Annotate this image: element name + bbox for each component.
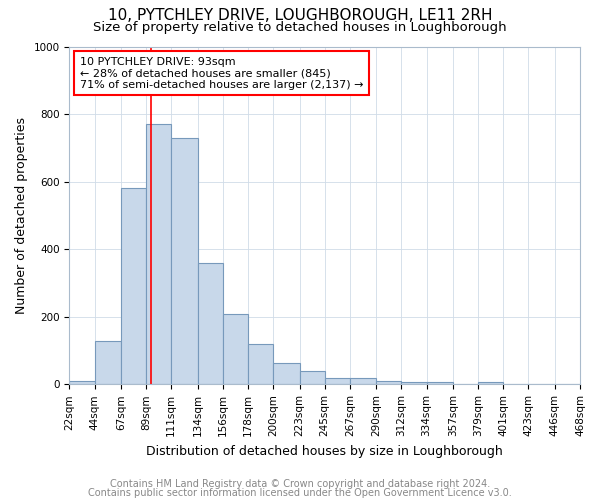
Bar (121, 188, 146, 384)
Bar (223, 314, 248, 384)
Bar (401, 382, 427, 384)
Bar (146, 124, 171, 384)
Bar (299, 372, 325, 384)
Text: 10, PYTCHLEY DRIVE, LOUGHBOROUGH, LE11 2RH: 10, PYTCHLEY DRIVE, LOUGHBOROUGH, LE11 2… (108, 8, 492, 22)
Bar (171, 138, 197, 384)
X-axis label: Distribution of detached houses by size in Loughborough: Distribution of detached houses by size … (146, 444, 503, 458)
Bar (95, 341, 121, 384)
Bar (70, 381, 95, 384)
Text: Size of property relative to detached houses in Loughborough: Size of property relative to detached ho… (93, 21, 507, 34)
Y-axis label: Number of detached properties: Number of detached properties (15, 117, 28, 314)
Bar (197, 262, 223, 384)
Bar (350, 378, 376, 384)
Bar (273, 363, 299, 384)
Bar (427, 382, 453, 384)
Bar (248, 344, 273, 385)
Text: Contains public sector information licensed under the Open Government Licence v3: Contains public sector information licen… (88, 488, 512, 498)
Bar (325, 378, 350, 384)
Text: Contains HM Land Registry data © Crown copyright and database right 2024.: Contains HM Land Registry data © Crown c… (110, 479, 490, 489)
Text: 10 PYTCHLEY DRIVE: 93sqm
← 28% of detached houses are smaller (845)
71% of semi-: 10 PYTCHLEY DRIVE: 93sqm ← 28% of detach… (80, 56, 363, 90)
Bar (376, 381, 401, 384)
Bar (478, 382, 503, 384)
